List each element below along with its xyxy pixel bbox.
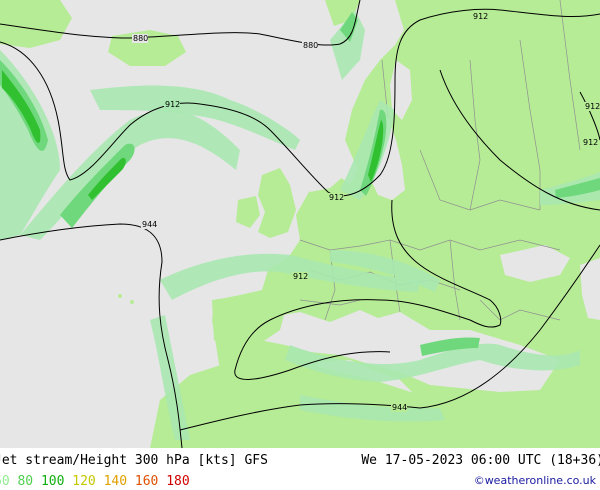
contour-label: 880	[133, 34, 148, 43]
contour-944-south	[179, 244, 600, 431]
legend-item-120: 120	[72, 474, 96, 489]
jet-band-60	[90, 85, 300, 150]
jet-core-100	[368, 120, 384, 182]
jet-band-60	[160, 253, 420, 300]
height-contours	[0, 0, 600, 448]
north-sea	[298, 150, 345, 192]
chart-title: Jet stream/Height 300 hPa [kts] GFS	[0, 453, 268, 468]
chart-datetime: We 17-05-2023 06:00 UTC (18+36)	[361, 453, 600, 468]
black-sea	[500, 245, 570, 282]
contour-912	[0, 8, 600, 197]
legend-item-60: 60	[0, 474, 10, 489]
contour-label: 912	[293, 272, 308, 281]
atlantic-island	[118, 294, 122, 298]
credit-link[interactable]: ©weatheronline.co.uk	[473, 474, 596, 487]
jet-core-100	[88, 157, 126, 200]
contour-912-center	[234, 199, 502, 380]
north-africa	[150, 358, 560, 448]
jet-band-60	[20, 110, 240, 240]
great-britain	[258, 168, 296, 238]
chart-footer: Jet stream/Height 300 hPa [kts] GFS We 1…	[0, 448, 600, 490]
contour-label: 944	[392, 403, 407, 412]
contour-880	[0, 0, 361, 46]
jet-core-100	[2, 70, 41, 143]
iberia	[212, 292, 288, 350]
contour-912-east	[439, 69, 600, 211]
ireland	[236, 196, 260, 228]
contour-labels: 880 880 912 912 912 912 944 912 944 912	[132, 12, 600, 412]
jet-band-60	[150, 315, 190, 440]
caspian-sea	[580, 258, 600, 320]
contour-label: 912	[329, 193, 344, 202]
greenland-land	[0, 0, 72, 48]
jet-band-60	[330, 10, 365, 80]
contour-label: 912	[165, 100, 180, 109]
contour-label: 912	[583, 138, 598, 147]
contour-label: 944	[142, 220, 157, 229]
contour-944	[0, 223, 183, 448]
legend-item-160: 160	[134, 474, 159, 489]
jet-core-80	[555, 178, 600, 198]
contour-label: 880	[303, 41, 318, 50]
mediterranean-sea	[255, 310, 560, 392]
jet-core-80	[340, 12, 358, 42]
jet-band-60	[285, 343, 580, 382]
contour-912-ne	[579, 91, 600, 141]
iceland-land	[108, 30, 186, 66]
atlantic-island	[130, 300, 134, 304]
jet-band-60	[330, 250, 440, 292]
jet-core-80	[420, 337, 480, 356]
legend-item-100: 100	[40, 474, 65, 489]
contour-label: 912	[585, 102, 600, 111]
legend-item-80: 80	[17, 474, 34, 489]
weather-map: 880 880 912 912 912 912 944 912 944 912	[0, 0, 600, 448]
contour-label: 912	[473, 12, 488, 21]
legend-item-140: 140	[103, 474, 128, 489]
jet-cores	[0, 12, 600, 356]
jet-band-60	[300, 395, 445, 422]
legend-item-180: 180	[166, 474, 190, 489]
speed-legend: 60 80 100 120 140 160 180	[0, 474, 190, 489]
